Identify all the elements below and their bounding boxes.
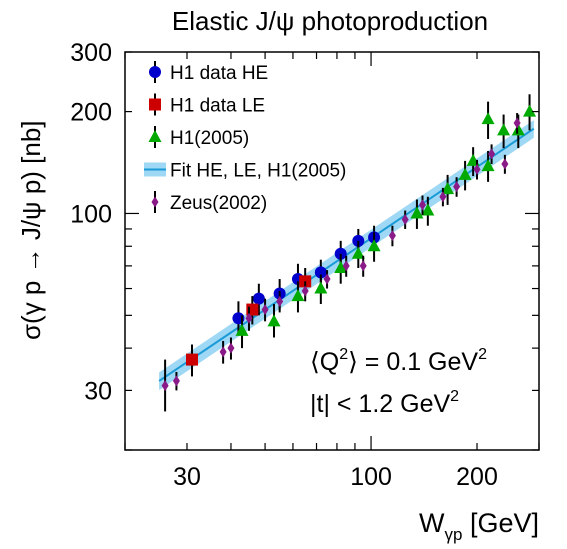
plot-frame (124, 51, 540, 451)
h105-data-point (314, 281, 328, 294)
h105-data-point (334, 260, 348, 273)
x-tick-label: 100 (350, 463, 392, 491)
zeus-data-point (488, 148, 496, 160)
legend-marker-he (149, 66, 161, 78)
zeus-data-point (227, 342, 235, 354)
h105-data-point (267, 314, 281, 327)
legend-label-he: H1 data HE (170, 63, 268, 84)
zeus-data-point (323, 273, 331, 285)
h105-data-point (481, 112, 495, 125)
zeus-data-point (276, 295, 284, 307)
zeus-data-point (388, 230, 396, 242)
zeus-data-point (301, 285, 309, 297)
le-data-point (246, 303, 259, 316)
h105-data-point (291, 289, 305, 302)
h105-data-point (523, 104, 537, 117)
legend-label-zeus: Zeus(2002) (170, 193, 267, 214)
h105-data-point (235, 323, 249, 336)
y-tick-label: 200 (70, 99, 112, 127)
zeus-data-point (172, 375, 180, 387)
y-axis-label: σ(γ p → J/ψ p) [nb] (16, 120, 46, 340)
zeus-data-point (342, 260, 350, 272)
zeus-data-point (219, 346, 227, 358)
h105-data-point (441, 182, 455, 195)
x-tick-label: 200 (456, 463, 498, 491)
h105-data-point (458, 167, 472, 180)
legend: H1 data HE H1 data LE H1(2005) Fit HE, LE, … (144, 61, 346, 214)
h105-data-point (511, 123, 525, 136)
chart-title: Elastic J/ψ photoproduction (172, 6, 488, 36)
he-data-point (252, 292, 265, 305)
x-axis-label: Wγp [GeV] (419, 508, 539, 544)
legend-marker-le (149, 98, 161, 111)
zeus-data-point (513, 117, 521, 129)
zeus-data-point (359, 260, 367, 272)
axis-ticks: 30 100 200 30 100 200 300 (70, 39, 540, 491)
y-tick-label: 100 (70, 200, 112, 228)
zeus-data-point (245, 312, 253, 324)
zeus-data-point (501, 158, 509, 170)
zeus-data-point (161, 380, 169, 392)
zeus-data-point (261, 304, 269, 316)
legend-marker-h105 (148, 130, 162, 142)
annotations: ⟨Q2⟩ = 0.1 GeV2 |t| < 1.2 GeV2 (310, 346, 487, 418)
h105-data-point (481, 159, 495, 172)
h105-data-point (351, 246, 365, 259)
zeus-data-point (453, 181, 461, 193)
h105-data-point (410, 206, 424, 219)
legend-marker-zeus (151, 196, 159, 208)
h105-data-point (421, 203, 435, 216)
series-layer (161, 94, 537, 412)
legend-label-le: H1 data LE (170, 96, 265, 117)
zeus-data-point (439, 191, 447, 203)
h105-data-point (497, 123, 511, 136)
q2-annotation: ⟨Q2⟩ = 0.1 GeV2 (310, 346, 487, 376)
y-tick-label: 30 (84, 377, 112, 405)
le-data-point (185, 353, 198, 366)
zeus-data-point (401, 213, 409, 225)
legend-label-h105: H1(2005) (170, 128, 249, 149)
y-tick-label: 300 (70, 39, 112, 67)
x-tick-label: 30 (173, 463, 201, 491)
t-annotation: |t| < 1.2 GeV2 (310, 388, 459, 418)
legend-label-fit: Fit HE, LE, H1(2005) (170, 161, 346, 182)
he-data-point (314, 266, 327, 279)
h105-data-point (367, 239, 381, 252)
zeus-data-point (473, 163, 481, 175)
zeus-data-point (418, 199, 426, 211)
